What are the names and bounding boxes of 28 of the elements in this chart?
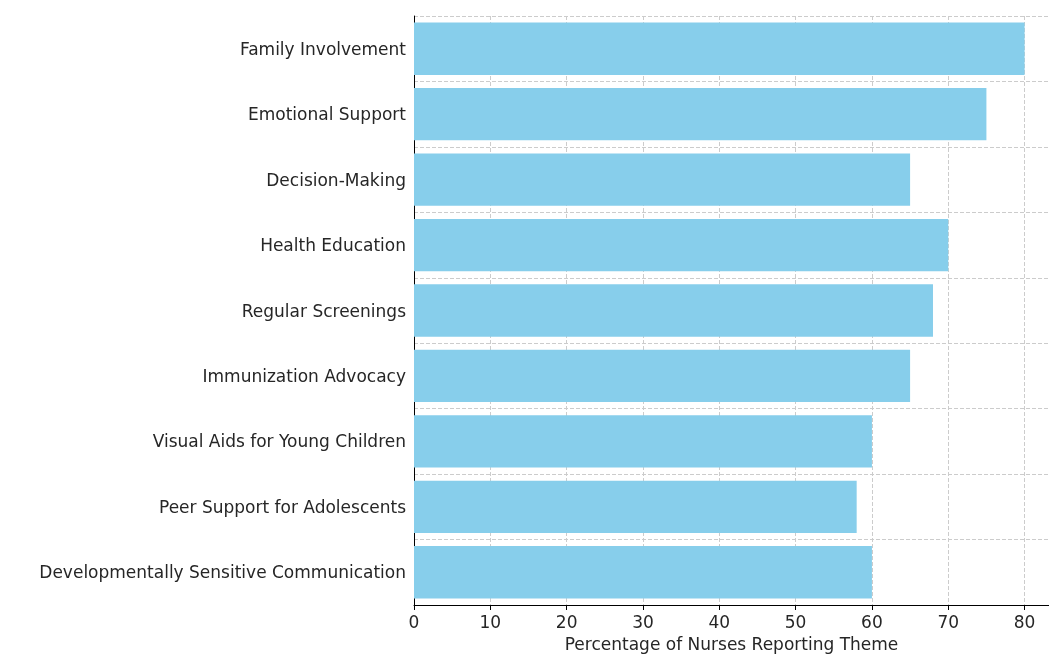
bar: [414, 480, 857, 534]
y-tick-label: Emotional Support: [247, 104, 407, 125]
x-tick-label: 80: [1013, 611, 1036, 632]
x-tick-label: 60: [861, 611, 883, 632]
y-tick-label: Regular Screenings: [241, 300, 407, 321]
x-tick-label: 20: [555, 611, 578, 632]
y-tick-label: Peer Support for Adolescents: [158, 496, 407, 517]
x-tick-label: 0: [408, 611, 420, 632]
x-tick-label: 10: [479, 611, 502, 632]
bar: [414, 153, 911, 206]
x-tick-label: 50: [784, 611, 807, 632]
bar: [414, 218, 949, 272]
bar: [414, 87, 987, 141]
bar: [414, 284, 933, 337]
y-tick-label: Developmentally Sensitive Communication: [39, 562, 406, 583]
x-axis-title: Percentage of Nurses Reporting Theme: [564, 633, 899, 654]
bar: [414, 349, 911, 403]
y-tick-label: Visual Aids for Young Children: [152, 431, 406, 452]
y-tick-label: Decision-Making: [266, 169, 406, 190]
x-tick-label: 70: [937, 611, 960, 632]
bar: [414, 415, 872, 468]
y-tick-label: Health Education: [260, 235, 406, 256]
bar: [414, 22, 1025, 75]
x-tick-label: 30: [632, 611, 654, 632]
y-tick-label: Family Involvement: [239, 38, 407, 59]
x-tick-label: 40: [708, 611, 731, 632]
y-tick-label: Immunization Advocacy: [202, 365, 406, 386]
bar: [414, 546, 872, 599]
